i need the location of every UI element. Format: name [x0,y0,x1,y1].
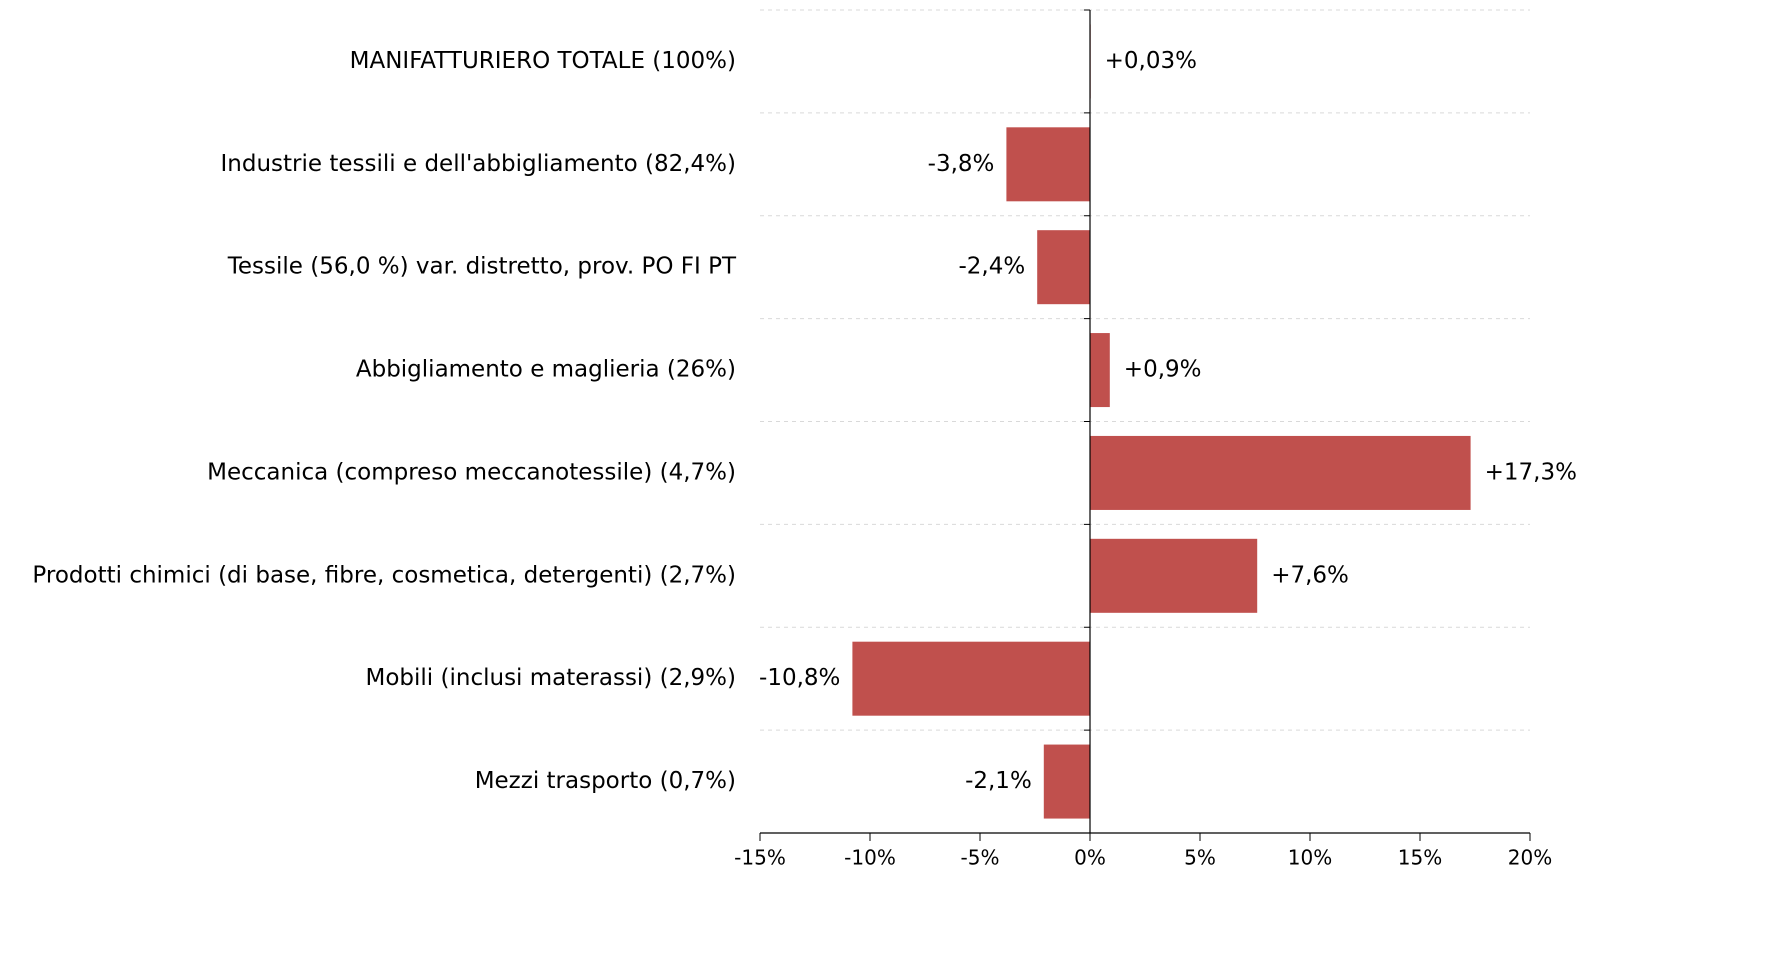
x-tick-label: 20% [1508,846,1552,870]
bar [852,641,1090,716]
category-label: Meccanica (compreso meccanotessile) (4,7… [207,459,736,485]
bar [1006,127,1090,202]
value-label: +0,9% [1124,357,1202,383]
x-tick-label: -10% [844,846,896,870]
value-label: +0,03% [1105,48,1197,74]
value-label: +17,3% [1485,459,1577,485]
category-label: Tessile (56,0 %) var. distretto, prov. P… [227,254,737,280]
category-label: Prodotti chimici (di base, fibre, cosmet… [32,562,736,588]
x-tick-label: -15% [734,846,786,870]
category-label: Mezzi trasporto (0,7%) [475,768,736,794]
category-label: Industrie tessili e dell'abbigliamento (… [221,151,736,177]
bar [1090,333,1110,408]
x-tick-label: 15% [1398,846,1442,870]
category-label: Abbigliamento e maglieria (26%) [356,357,736,383]
bar [1037,230,1090,305]
value-label: -2,4% [958,254,1025,280]
x-tick-label: 0% [1074,846,1106,870]
value-label: -3,8% [928,151,995,177]
value-label: +7,6% [1271,562,1349,588]
x-tick-label: 5% [1184,846,1216,870]
bar [1090,538,1258,613]
value-label: -2,1% [965,768,1032,794]
category-label: MANIFATTURIERO TOTALE (100%) [350,48,736,74]
category-label: Mobili (inclusi materassi) (2,9%) [366,665,736,691]
bar [1090,435,1471,510]
bar [1043,744,1090,819]
x-tick-label: -5% [961,846,1000,870]
x-tick-label: 10% [1288,846,1332,870]
value-label: -10,8% [759,665,840,691]
